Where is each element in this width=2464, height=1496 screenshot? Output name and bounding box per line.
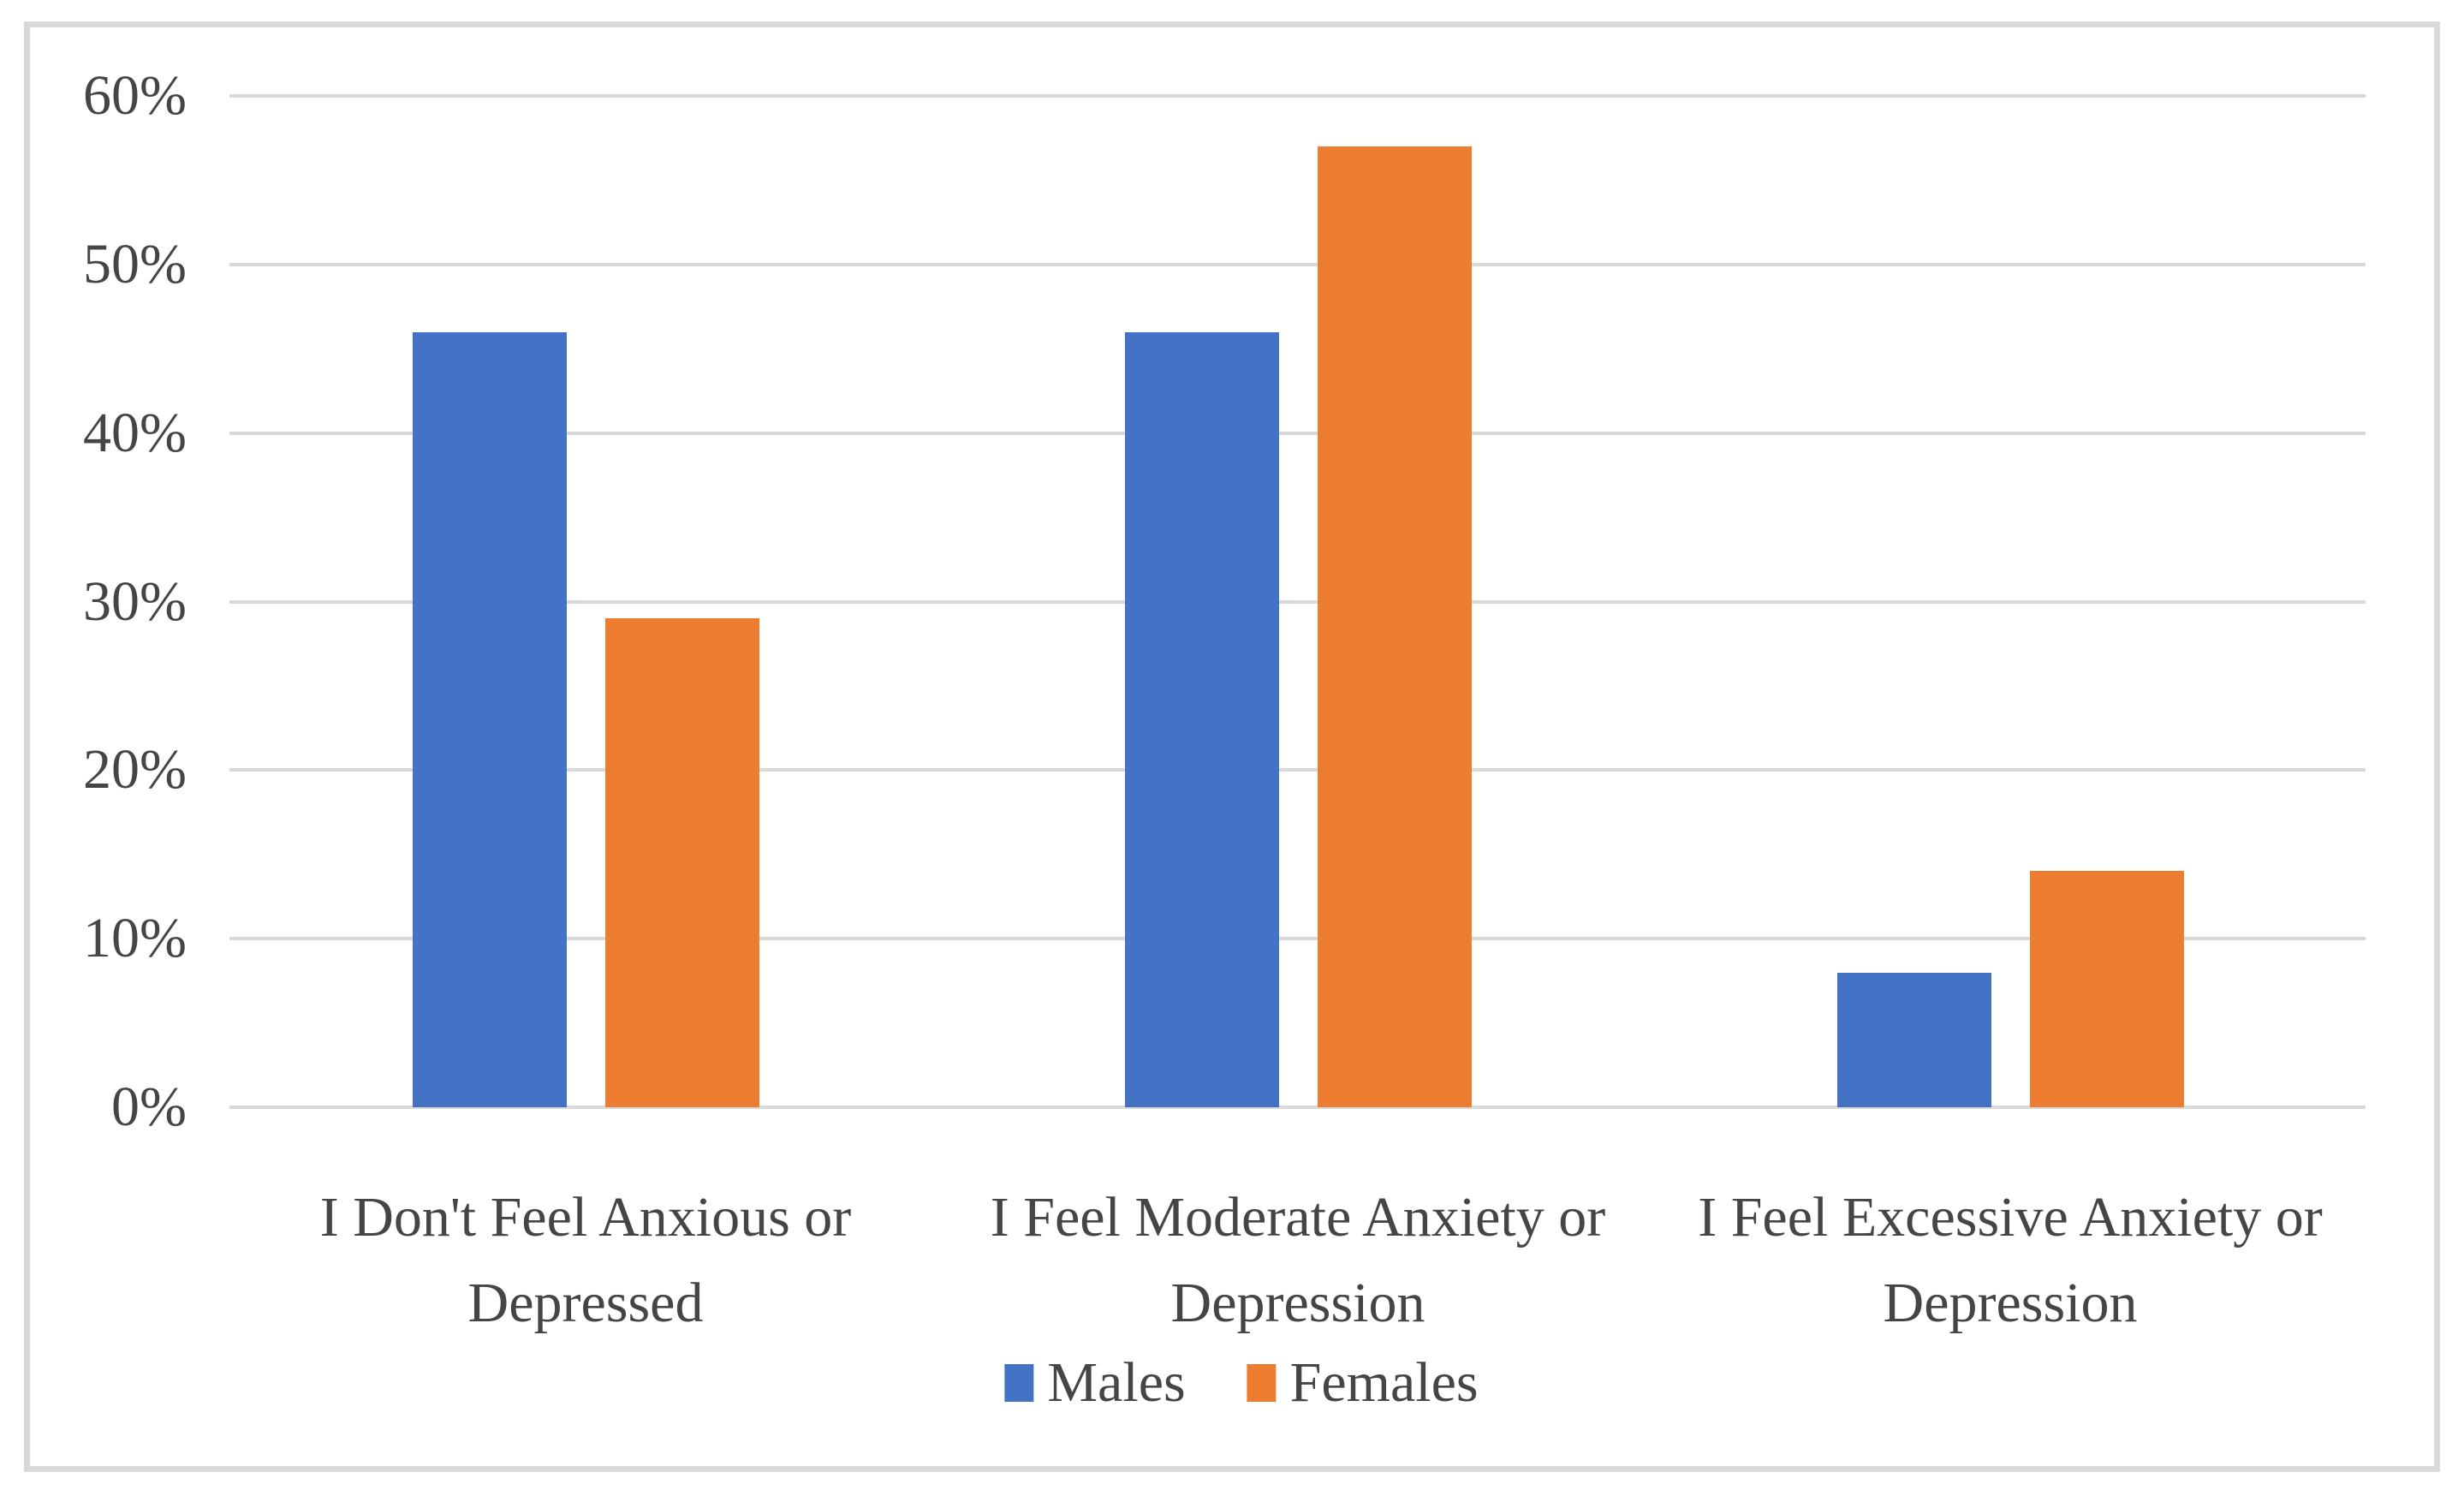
bar-males-category-1 (412, 331, 567, 1107)
gridline-0 (229, 1106, 2366, 1109)
y-tick-label-10: 10% (83, 907, 187, 970)
bar-females-category-3 (2029, 871, 2184, 1107)
legend-label-males: Males (1047, 1351, 1186, 1414)
gridline-40 (229, 431, 2366, 435)
legend-item-females: Females (1247, 1353, 1479, 1413)
bar-females-category-1 (604, 618, 759, 1107)
y-tick-label-40: 40% (83, 401, 187, 464)
gridline-60 (229, 94, 2366, 98)
legend-swatch-males (1004, 1364, 1034, 1402)
y-tick-label-50: 50% (83, 232, 187, 295)
gridline-50 (229, 262, 2366, 266)
gridline-10 (229, 937, 2366, 941)
category-label-2: I Feel Moderate Anxiety or Depression (990, 1186, 1606, 1334)
gridline-20 (229, 768, 2366, 772)
category-label-1: I Don't Feel Anxious or Depressed (319, 1186, 852, 1334)
y-tick-label-20: 20% (83, 738, 187, 802)
legend-label-females: Females (1289, 1351, 1479, 1414)
category-label-3: I Feel Excessive Anxiety or Depression (1698, 1186, 2323, 1334)
y-tick-label-0: 0% (111, 1076, 187, 1138)
legend-swatch-females (1247, 1364, 1277, 1402)
bar-males-category-2 (1124, 331, 1279, 1107)
legend-item-males: Males (1004, 1351, 1186, 1414)
bar-males-category-3 (1836, 972, 1991, 1107)
gridline-30 (229, 599, 2366, 604)
y-tick-label-60: 60% (83, 64, 187, 127)
legend: Males Females (1004, 1351, 1479, 1414)
y-tick-label-30: 30% (83, 569, 187, 633)
bar-females-category-2 (1317, 146, 1472, 1107)
